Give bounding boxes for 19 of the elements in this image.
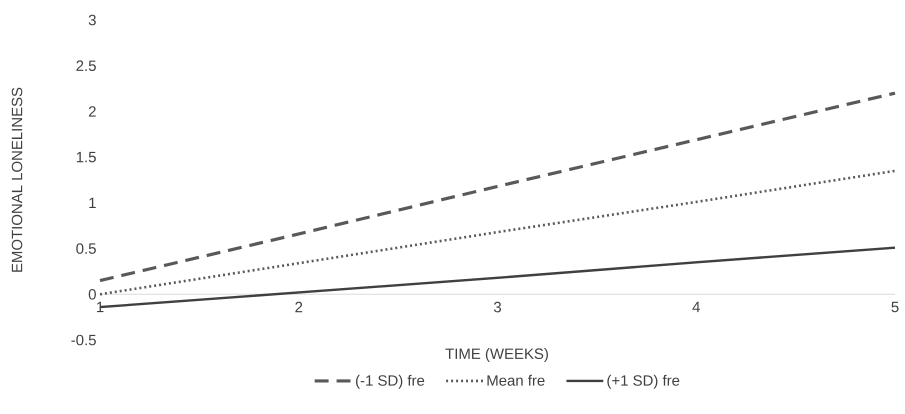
x-tick-label: 4 bbox=[692, 302, 700, 312]
y-tick-label: 0 bbox=[88, 288, 96, 300]
y-tick-label: 0.5 bbox=[76, 243, 96, 254]
y-tick-label: 1 bbox=[89, 198, 96, 208]
x-tick-label: 2 bbox=[295, 302, 302, 312]
legend-label: (+1 SD) fre bbox=[607, 374, 680, 389]
line-series bbox=[98, 170, 896, 296]
y-tick-label: -0.5 bbox=[71, 334, 96, 346]
y-tick-label: 2 bbox=[88, 106, 96, 117]
y-tick-label: 2.5 bbox=[76, 60, 96, 71]
x-axis-title: TIME (WEEKS) bbox=[445, 348, 548, 362]
y-tick-label: 1.5 bbox=[76, 152, 96, 162]
y-tick-label: 3 bbox=[88, 14, 96, 26]
y-axis-title: EMOTIONAL LONELINESS bbox=[12, 88, 22, 272]
x-tick-label: 3 bbox=[494, 302, 502, 312]
x-tick-label: 5 bbox=[891, 302, 899, 312]
legend-label: (-1 SD) fre bbox=[356, 374, 424, 389]
line-series bbox=[98, 92, 897, 282]
legend-label: Mean fre bbox=[487, 374, 545, 386]
